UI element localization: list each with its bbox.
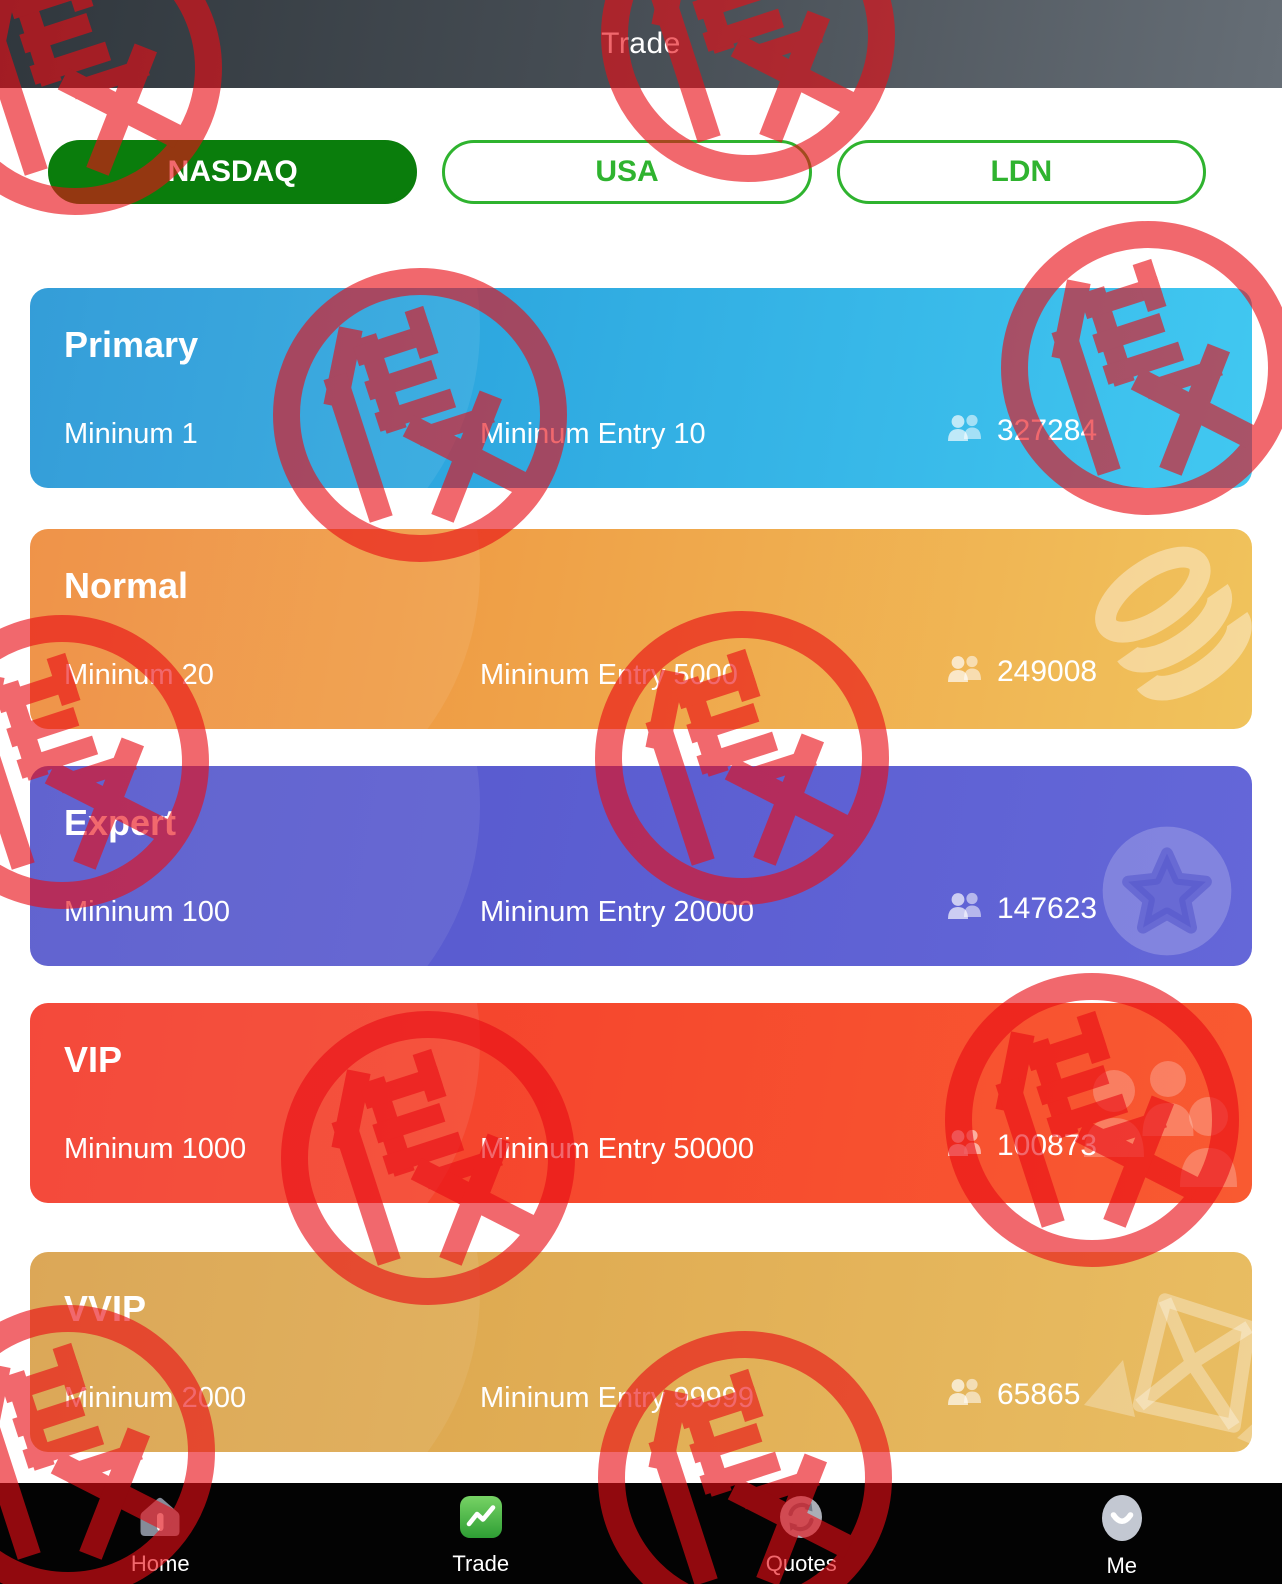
member-count: 100873 [997,1129,1098,1162]
nav-home[interactable]: Home [0,1483,321,1584]
app-header: Trade [0,0,1282,88]
card-highlight [30,529,480,729]
people-icon [946,890,984,928]
tab-usa[interactable]: USA [442,140,812,204]
nav-label: Home [130,1551,190,1576]
tier-name: VIP [64,1039,123,1080]
star-icon [1100,824,1234,958]
nav-quotes[interactable]: Quotes [641,1483,962,1584]
crowd-icon [1054,1049,1252,1203]
tier-minimum: Mininum 1000 [64,1133,247,1165]
tab-ldn[interactable]: LDN [836,140,1206,204]
card-highlight [30,1252,480,1452]
member-count-group: 249008 [946,653,1097,691]
home-icon [137,1494,183,1546]
tier-name: Primary [64,324,199,365]
tier-name: Expert [64,802,177,843]
nav-me[interactable]: Me [962,1483,1282,1584]
quotes-icon [778,1494,824,1546]
tier-card-normal[interactable]: Normal Mininum 20 Mininum Entry 5000 249… [30,529,1252,729]
tier-minimum-entry: Mininum Entry 99999 [480,1382,755,1414]
nav-label: Trade [452,1551,510,1576]
member-count-group: 147623 [946,890,1097,928]
trade-icon [458,1494,504,1546]
card-highlight [30,766,480,966]
people-icon [946,653,984,691]
page-title: Trade [601,27,681,60]
gem-icon [1057,1288,1252,1452]
people-icon [946,1127,984,1165]
me-icon [1099,1494,1145,1548]
card-highlight [30,288,480,488]
people-icon [946,1376,984,1414]
member-count: 65865 [997,1378,1081,1411]
tier-card-vip[interactable]: VIP Mininum 1000 Mininum Entry 50000 100… [30,1003,1252,1203]
tier-minimum: Mininum 2000 [64,1382,247,1414]
tier-minimum-entry: Mininum Entry 10 [480,418,706,450]
tier-minimum-entry: Mininum Entry 5000 [480,659,738,691]
tier-card-expert[interactable]: Expert Mininum 100 Mininum Entry 20000 1… [30,766,1252,966]
market-tabs: NASDAQ USA LDN [48,140,1206,204]
tier-minimum: Mininum 1 [64,418,198,450]
bottom-nav: Home Trade [0,1483,1282,1584]
tier-card-vvip[interactable]: VVIP Mininum 2000 Mininum Entry 99999 65… [30,1252,1252,1452]
tier-name: VVIP [64,1288,147,1329]
people-icon [946,412,984,450]
member-count-group: 65865 [946,1376,1080,1414]
tier-minimum-entry: Mininum Entry 50000 [480,1133,755,1165]
tab-nasdaq[interactable]: NASDAQ [48,140,418,204]
card-highlight [30,1003,480,1203]
coins-icon [1084,537,1252,727]
member-count: 249008 [997,655,1098,688]
member-count-group: 100873 [946,1127,1097,1165]
nav-label: Me [1106,1553,1138,1578]
tier-card-primary[interactable]: Primary Mininum 1 Mininum Entry 10 32728… [30,288,1252,488]
nav-label: Quotes [765,1551,837,1576]
nav-trade[interactable]: Trade [321,1483,642,1584]
member-count: 147623 [997,892,1098,925]
tier-minimum: Mininum 20 [64,659,214,691]
member-count-group: 327284 [946,412,1097,450]
tier-name: Normal [64,565,189,606]
member-count: 327284 [997,414,1098,447]
tier-minimum: Mininum 100 [64,896,231,928]
tier-minimum-entry: Mininum Entry 20000 [480,896,755,928]
